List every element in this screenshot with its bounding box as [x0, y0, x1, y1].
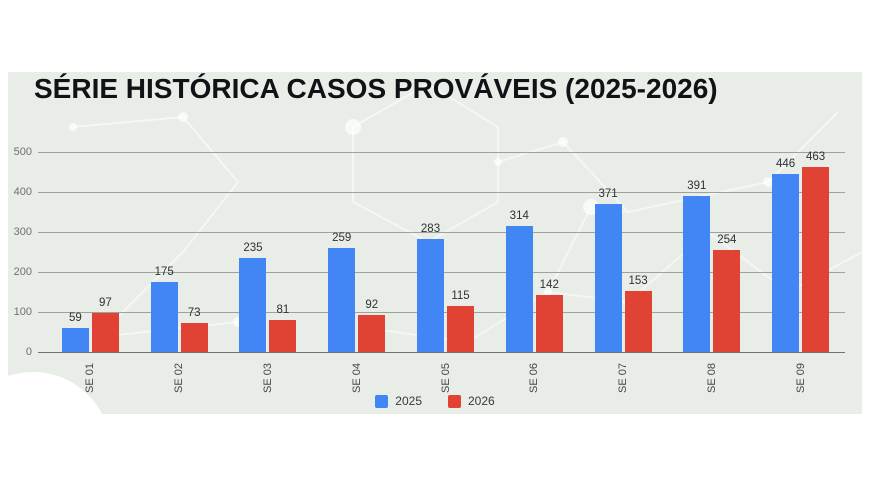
bar-2025-se-09 [772, 173, 800, 352]
bar-value-label: 235 [243, 242, 263, 254]
bar-value-label: 259 [332, 232, 352, 245]
bar-2026-se-09 [802, 166, 830, 352]
bar-2025-se-06 [505, 226, 533, 352]
x-axis-category-label: SE 09 [794, 363, 807, 393]
bar-2025-se-04 [328, 248, 356, 352]
bar-value-label: 254 [717, 234, 737, 247]
bar-2026-se-04 [358, 315, 386, 352]
bar-2026-se-03 [269, 319, 297, 352]
bar-value-label: 391 [687, 179, 707, 192]
legend-label-2025: 2025 [395, 394, 422, 408]
bar-2025-se-01 [61, 328, 89, 352]
bar-value-label: 92 [365, 299, 379, 312]
bar-value-label: 283 [420, 222, 441, 235]
y-axis-tick-label: 100 [13, 306, 32, 318]
bar-value-label: 175 [154, 266, 174, 278]
bar-value-label: 153 [628, 274, 648, 287]
bar-value-label: 446 [776, 157, 796, 170]
chart-title: SÉRIE HISTÓRICA CASOS PROVÁVEIS (2025-20… [34, 73, 718, 104]
x-axis-category-label: SE 03 [261, 363, 274, 393]
y-axis-tick-label: 300 [13, 226, 32, 238]
y-gridline [38, 232, 845, 233]
y-axis-tick-label: 0 [25, 346, 32, 358]
bar-2026-se-01 [91, 313, 119, 352]
bar-2025-se-02 [150, 282, 178, 352]
bar-2026-se-07 [624, 290, 652, 352]
legend-swatch-2025 [375, 394, 389, 408]
bar-2026-se-05 [447, 306, 474, 352]
bar-value-label: 81 [276, 303, 290, 316]
bar-chart-plot-area: 0 100 200 300 400 500 59 97 SE 01 175 73 SE 02 235 81… [8, 72, 862, 414]
x-axis-category-label: SE 01 [84, 363, 97, 393]
x-axis-category-label: SE 08 [705, 363, 718, 393]
bar-value-label: 97 [98, 297, 112, 310]
x-axis-category-label: SE 05 [439, 363, 452, 393]
y-gridline [38, 192, 845, 193]
bar-2025-se-08 [683, 195, 711, 352]
x-axis-category-label: SE 06 [528, 363, 541, 393]
bar-2026-se-06 [535, 295, 563, 352]
bar-value-label: 73 [187, 306, 201, 319]
bar-value-label: 142 [539, 279, 559, 292]
bar-value-label: 371 [598, 187, 618, 200]
legend-label-2026: 2026 [468, 394, 495, 408]
bar-value-label: 463 [806, 150, 826, 163]
legend-item-2026: 2026 [448, 394, 495, 408]
x-axis-category-label: SE 02 [173, 363, 186, 393]
y-axis-tick-label: 400 [13, 186, 32, 198]
y-axis-tick-label: 200 [13, 266, 32, 278]
legend-item-2025: 2025 [375, 394, 422, 408]
chart-legend: 2025 2026 [8, 392, 862, 410]
y-gridline [38, 352, 845, 353]
bar-2025-se-07 [594, 203, 622, 352]
bar-2026-se-02 [180, 322, 208, 352]
bar-value-label: 115 [451, 290, 470, 302]
legend-swatch-2026 [448, 394, 461, 408]
y-axis-tick-label: 500 [13, 146, 32, 158]
bar-value-label: 314 [509, 210, 529, 223]
x-axis-category-label: SE 07 [617, 363, 630, 393]
bar-value-label: 59 [68, 312, 82, 325]
bar-2025-se-05 [417, 238, 444, 352]
x-axis-category-label: SE 04 [350, 363, 363, 393]
bar-2025-se-03 [239, 258, 267, 352]
bar-2026-se-08 [713, 250, 741, 352]
y-gridline [38, 152, 845, 153]
chart-panel: SÉRIE HISTÓRICA CASOS PROVÁVEIS (2025-20… [8, 72, 862, 414]
